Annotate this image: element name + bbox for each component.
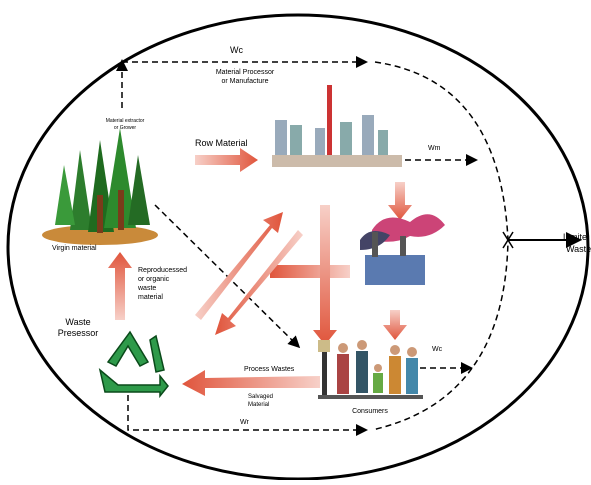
label: Waste [65,317,90,327]
processor-icon [272,85,402,167]
waste-flows [122,62,508,430]
consumers-icon [318,340,423,399]
label: Virgin material [52,245,97,252]
label: Waste [566,244,591,254]
label: Wr [240,419,249,426]
diagram: Wc Material Processor or Manufacture Mat… [0,0,591,480]
label: Material [248,402,269,408]
label: Limite [563,232,587,242]
label: Material extractor [106,118,145,124]
label: or Grower [114,125,137,131]
page: {"labels": { "wc_top": "Wc", "processor"… [0,0,591,480]
label: or organic [138,276,170,283]
recycle-icon [100,332,168,396]
label: Reproducessed [138,267,187,274]
label: Row Material [195,138,248,148]
label: Consumers [352,408,388,415]
label: Presessor [58,328,99,338]
label: Wm [428,145,441,152]
label: waste [137,285,156,292]
label: or Manufacture [221,78,268,85]
label: material [138,294,163,301]
label: Wc [432,346,443,353]
label: Process Wastes [244,366,295,373]
label: Material Processor [216,69,275,76]
label: Salvaged [248,394,273,400]
label: Wc [230,45,243,55]
factory-icon [360,214,445,285]
forest-icon [42,128,158,245]
